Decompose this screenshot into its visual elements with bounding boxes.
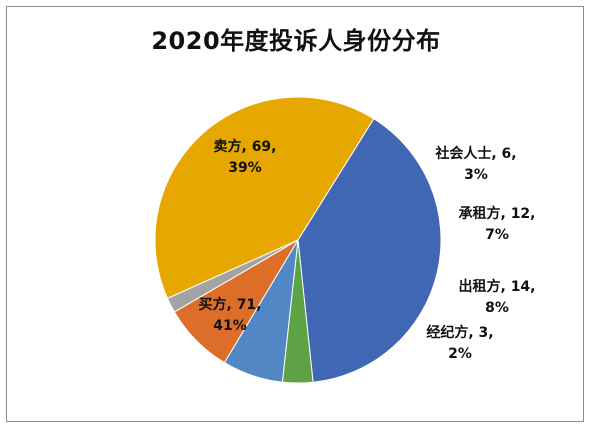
pie-slice-5 (154, 96, 375, 299)
data-label-line2: 3% (464, 167, 488, 183)
data-label-line2: 7% (485, 227, 509, 243)
data-label-line1: 承租方, 12, (459, 205, 536, 222)
data-label-4: 经纪方, 3, 2% (426, 324, 493, 362)
data-label-line2: 2% (448, 346, 472, 362)
pie-slice-0 (297, 118, 442, 383)
data-label-2: 承租方, 12, 7% (459, 205, 536, 243)
data-label-1: 社会人士, 6, 3% (434, 145, 516, 183)
chart-frame: 2020年度投诉人身份分布 卖方, 69, 39% 社会人士, 6, 3% 承租方, 1… (6, 6, 584, 422)
data-label-5: 买方, 71, 41% (199, 296, 262, 334)
data-label-line1: 经纪方, 3, (426, 324, 493, 341)
data-label-line2: 39% (228, 160, 262, 176)
data-label-line2: 41% (213, 318, 247, 334)
data-label-line1: 买方, 71, (199, 296, 262, 313)
data-label-line1: 出租方, 14, (459, 278, 536, 295)
pie-chart: 卖方, 69, 39% 社会人士, 6, 3% 承租方, 12, 7% 出租方, 14, 8%… (154, 96, 536, 384)
data-label-line2: 8% (485, 300, 509, 316)
data-label-line1: 卖方, 69, (214, 138, 277, 155)
data-label-line1: 社会人士, 6, (434, 145, 516, 162)
data-label-3: 出租方, 14, 8% (459, 278, 536, 316)
data-label-0: 卖方, 69, 39% (214, 138, 277, 176)
chart-title: 2020年度投诉人身份分布 (151, 27, 441, 55)
